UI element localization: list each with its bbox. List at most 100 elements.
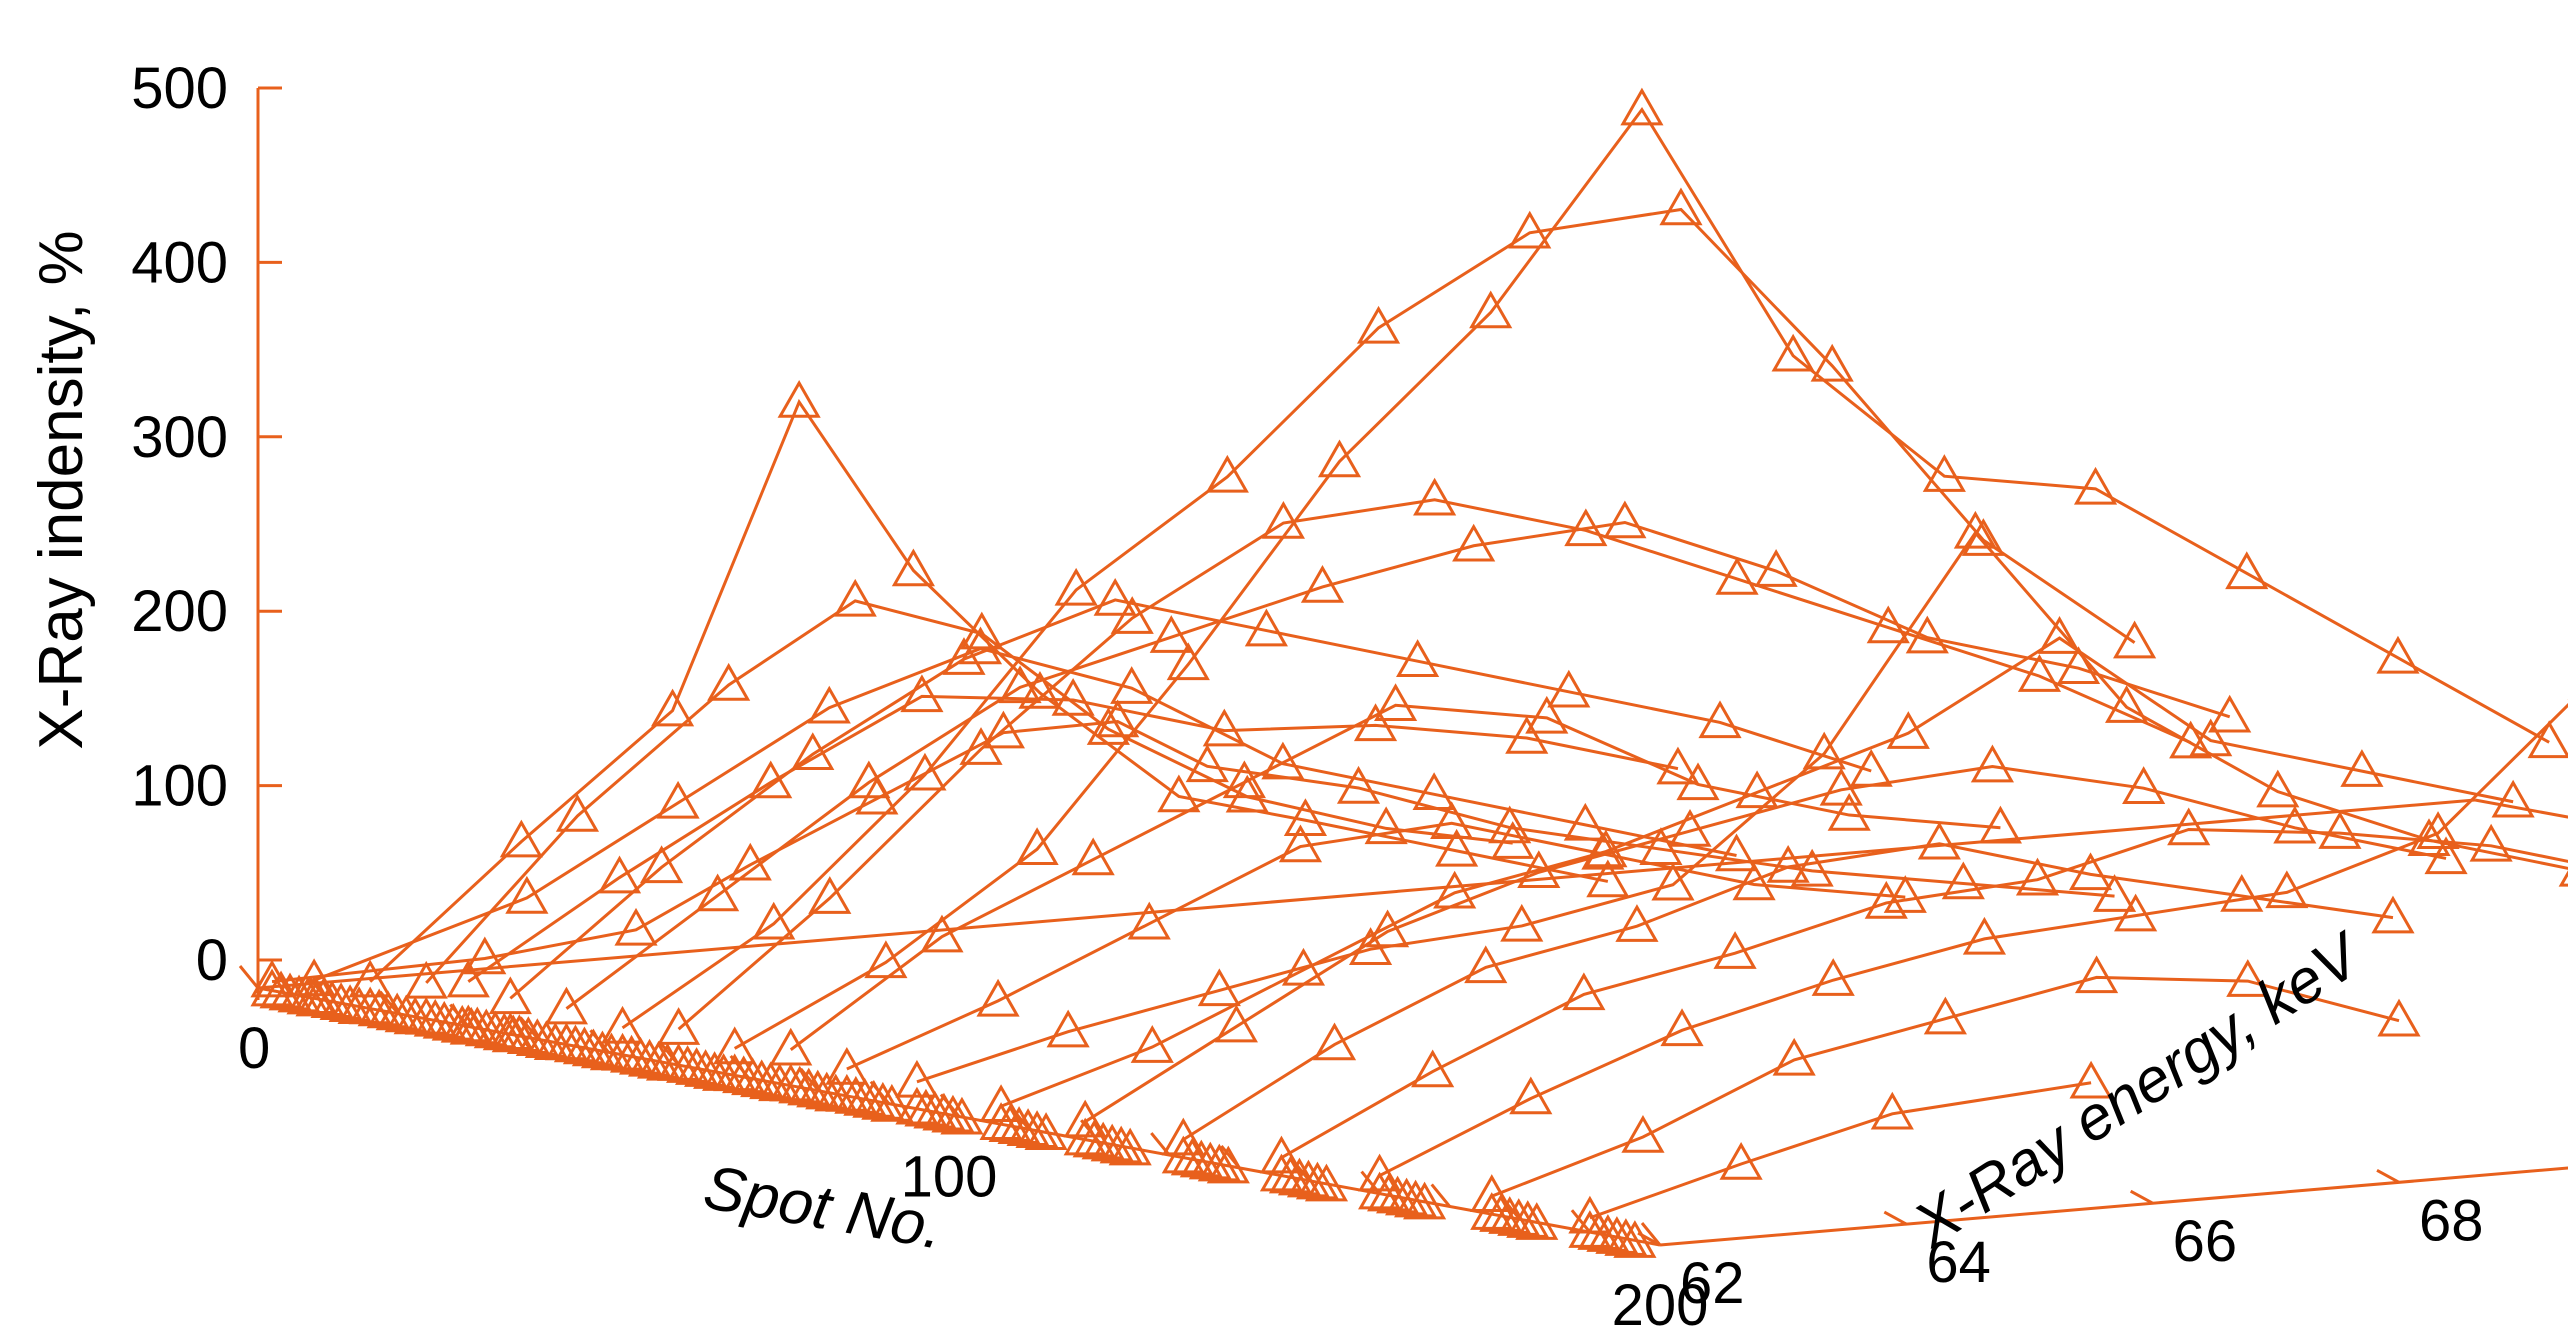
data-point xyxy=(1604,1218,1648,1256)
data-point xyxy=(870,1083,914,1122)
data-point xyxy=(847,760,891,799)
data-point xyxy=(1063,1099,1107,1138)
data-point xyxy=(650,688,695,727)
x-tick-mark xyxy=(1570,1209,1592,1234)
z-tick-label: 500 xyxy=(131,56,228,121)
series-line xyxy=(789,703,2001,1051)
data-point xyxy=(791,732,835,771)
data-point xyxy=(2075,955,2119,994)
data-point xyxy=(2469,823,2513,862)
data-point xyxy=(1584,829,1628,868)
data-point xyxy=(1656,746,1700,785)
back-edge-line xyxy=(2474,798,2568,819)
data-point xyxy=(1366,909,1410,948)
series-line xyxy=(313,646,1737,982)
data-point xyxy=(1108,1127,1152,1166)
data-point xyxy=(749,1061,793,1100)
data-point xyxy=(2037,616,2082,654)
data-point xyxy=(2220,873,2264,912)
x-tick-mark xyxy=(799,1067,820,1092)
series-8 xyxy=(657,477,2213,1091)
data-point xyxy=(1396,639,1440,677)
data-point xyxy=(1413,477,1457,516)
series-line xyxy=(425,599,1513,984)
data-point xyxy=(707,662,751,701)
data-point xyxy=(1336,765,1381,804)
data-point xyxy=(1715,556,1759,595)
data-point xyxy=(1015,827,1059,866)
data-point xyxy=(1161,1117,1205,1156)
data-point xyxy=(1802,731,1846,770)
data-point xyxy=(976,978,1020,1017)
data-point xyxy=(1093,577,1137,616)
series-line xyxy=(467,694,1679,983)
data-point xyxy=(1771,333,1815,372)
data-point xyxy=(1435,828,1479,867)
data-point xyxy=(1639,827,1683,865)
data-point xyxy=(2113,620,2157,659)
y-tick-mark xyxy=(2129,1189,2154,1205)
y-axis-line xyxy=(1659,1166,2568,1247)
data-point xyxy=(2225,551,2269,590)
data-point xyxy=(1849,748,1893,787)
data-point xyxy=(2068,852,2113,891)
data-point xyxy=(1412,772,1456,811)
data-point xyxy=(2256,769,2300,808)
x-tick-mark xyxy=(1640,1222,1662,1246)
data-point xyxy=(1866,605,1910,644)
data-point xyxy=(1547,669,1591,708)
y-tick-mark xyxy=(2376,1169,2400,1184)
data-point xyxy=(1374,683,1418,721)
series-18 xyxy=(1470,955,2421,1240)
data-point xyxy=(600,1005,645,1044)
data-point xyxy=(1304,1163,1349,1202)
data-point xyxy=(1620,87,1664,126)
series-line xyxy=(1000,636,2514,1108)
data-point xyxy=(942,637,986,675)
data-point xyxy=(1015,1110,1059,1148)
data-point xyxy=(1452,523,1496,562)
data-point xyxy=(597,855,642,894)
data-point xyxy=(1046,1009,1090,1048)
data-point xyxy=(2208,694,2252,733)
y-tick-label: 64 xyxy=(1926,1230,1991,1295)
data-point xyxy=(1713,931,1757,969)
z-tick-label: 300 xyxy=(131,405,228,470)
data-point xyxy=(639,845,684,884)
z-axis-title: X-Ray indensity, % xyxy=(27,230,96,749)
data-point xyxy=(446,959,490,998)
series-9 xyxy=(713,87,2568,1102)
data-point xyxy=(1790,848,1834,887)
data-point xyxy=(979,1084,1023,1122)
data-point xyxy=(1464,945,1508,984)
series-4 xyxy=(446,674,1700,1053)
data-point xyxy=(2017,654,2062,692)
data-point xyxy=(2377,998,2421,1037)
data-point xyxy=(807,685,851,724)
data-point xyxy=(1660,1008,1704,1047)
data-point xyxy=(1941,861,1985,900)
series-7 xyxy=(600,187,2157,1081)
data-point xyxy=(2424,836,2468,875)
data-point xyxy=(580,1030,625,1069)
data-point xyxy=(1110,666,1154,704)
data-point xyxy=(2069,1060,2113,1099)
data-point xyxy=(1491,821,1535,859)
data-point xyxy=(1754,549,1798,587)
data-point xyxy=(920,914,964,953)
data-point xyxy=(488,976,532,1015)
z-tick-label: 400 xyxy=(131,230,228,295)
data-point xyxy=(1810,343,1854,382)
data-point xyxy=(1054,567,1098,606)
data-point xyxy=(1568,1195,1612,1234)
data-point xyxy=(1864,880,1908,919)
data-point xyxy=(1197,968,1241,1007)
data-point xyxy=(696,873,740,912)
data-point xyxy=(1099,1125,1143,1164)
series-11 xyxy=(825,801,1927,1122)
data-point xyxy=(1819,767,1863,806)
data-point xyxy=(1295,1161,1340,1200)
data-point xyxy=(1259,1135,1304,1174)
series-line xyxy=(621,207,2136,1030)
data-point xyxy=(2114,893,2158,932)
